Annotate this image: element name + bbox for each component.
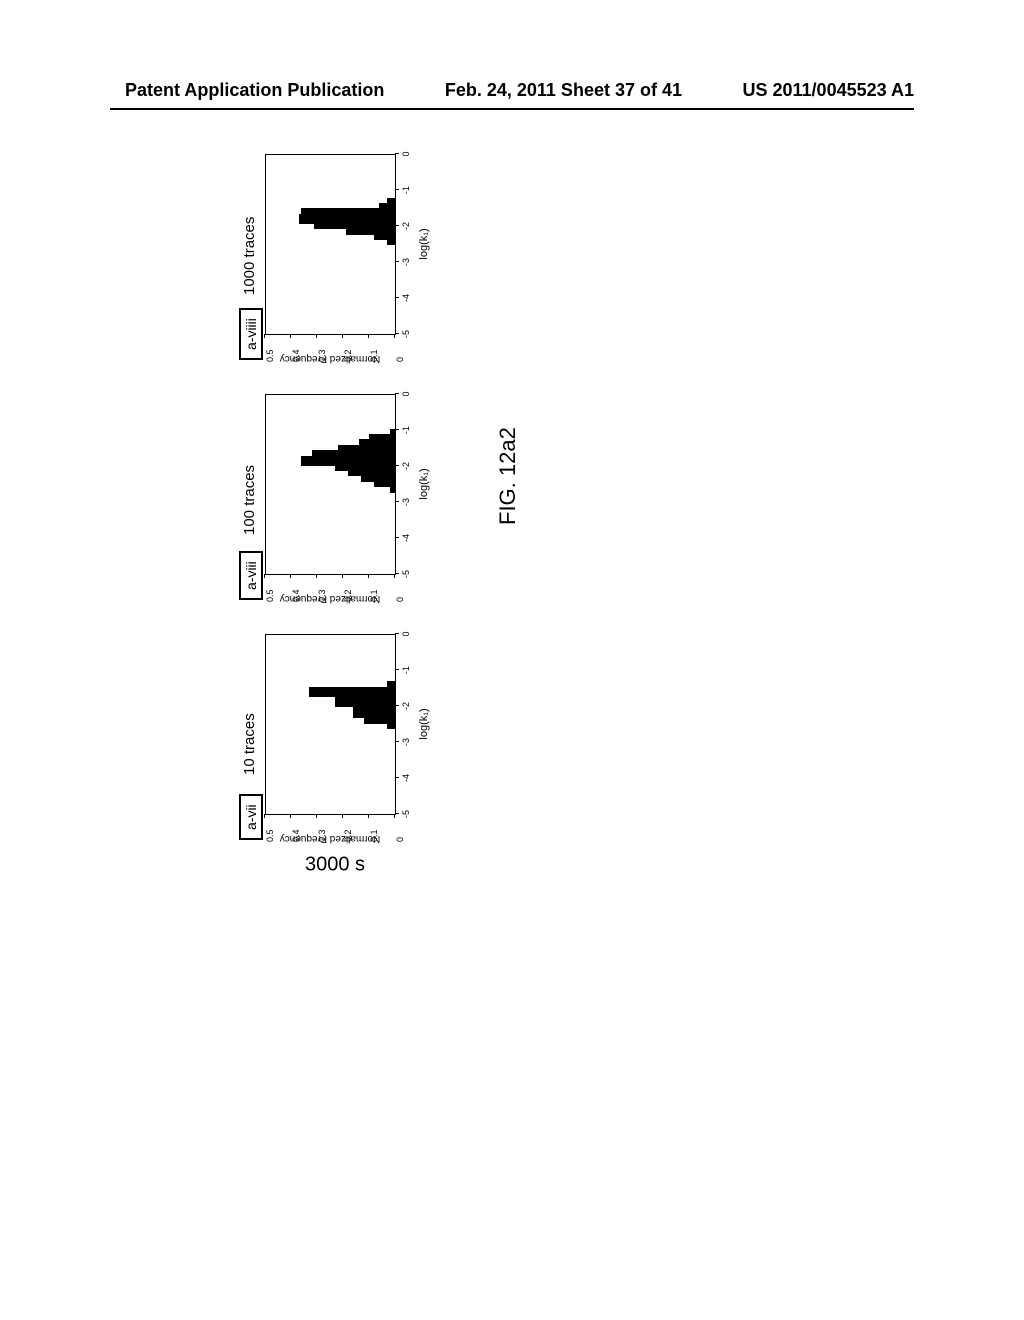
x-tick-mark <box>395 189 399 190</box>
y-axis-label: Normalized Frequency <box>280 353 381 364</box>
x-tick-label: 0 <box>401 631 411 636</box>
histogram-bar <box>387 198 395 208</box>
x-tick-mark <box>395 429 399 430</box>
y-tick-mark <box>264 814 265 818</box>
y-tick-mark <box>342 814 343 818</box>
row-time-label: 3000 s <box>305 853 365 876</box>
header-center: Feb. 24, 2011 Sheet 37 of 41 <box>445 80 682 101</box>
x-tick-label: -2 <box>401 222 411 230</box>
histogram-plot: 00.10.20.30.40.5-5-4-3-2-10Normalized Fr… <box>265 154 396 335</box>
histogram-bar <box>309 687 395 697</box>
x-axis-label: log(k₁) <box>418 468 430 499</box>
x-tick-mark <box>395 465 399 466</box>
x-tick-label: 0 <box>401 151 411 156</box>
x-tick-label: -4 <box>401 534 411 542</box>
x-tick-label: -5 <box>401 810 411 818</box>
y-tick-mark <box>368 334 369 338</box>
header-right: US 2011/0045523 A1 <box>743 80 914 101</box>
x-tick-mark <box>395 501 399 502</box>
y-tick-label: 0 <box>395 837 405 842</box>
histogram-bar <box>387 681 395 691</box>
x-tick-mark <box>395 633 399 634</box>
panel-row: a-vii10 traces00.10.20.30.40.5-5-4-3-2-1… <box>245 105 435 845</box>
y-axis-label: Normalized Frequency <box>280 833 381 844</box>
y-tick-mark <box>264 574 265 578</box>
panel-title: 10 traces <box>241 713 258 775</box>
x-tick-mark <box>395 741 399 742</box>
y-tick-mark <box>342 574 343 578</box>
x-tick-label: -4 <box>401 294 411 302</box>
figure-caption: FIG. 12a2 <box>495 427 521 525</box>
x-tick-mark <box>395 573 399 574</box>
x-tick-label: -3 <box>401 498 411 506</box>
y-tick-mark <box>368 574 369 578</box>
x-tick-label: -2 <box>401 462 411 470</box>
x-tick-mark <box>395 393 399 394</box>
header-divider <box>110 108 914 110</box>
x-tick-mark <box>395 153 399 154</box>
x-tick-mark <box>395 225 399 226</box>
page-header: Patent Application Publication Feb. 24, … <box>0 80 1024 101</box>
plot-frame <box>265 634 395 814</box>
x-tick-label: -3 <box>401 258 411 266</box>
x-tick-label: -4 <box>401 774 411 782</box>
panel-title: 100 traces <box>241 465 258 535</box>
panel-id-box: a-viii <box>239 551 263 600</box>
x-tick-mark <box>395 333 399 334</box>
y-axis-label: Normalized Frequency <box>280 593 381 604</box>
histogram-panel: a-vii10 traces00.10.20.30.40.5-5-4-3-2-1… <box>245 615 435 845</box>
x-axis-label: log(k₁) <box>418 708 430 739</box>
x-tick-label: -2 <box>401 702 411 710</box>
plot-frame <box>265 154 395 334</box>
y-tick-mark <box>394 574 395 578</box>
x-axis-label: log(k₁) <box>418 228 430 259</box>
histogram-panel: a-viii100 traces00.10.20.30.40.5-5-4-3-2… <box>245 375 435 605</box>
x-tick-mark <box>395 261 399 262</box>
panel-id-box: a-vii <box>239 794 263 840</box>
y-tick-label: 0 <box>395 597 405 602</box>
x-tick-mark <box>395 669 399 670</box>
y-tick-mark <box>316 574 317 578</box>
x-tick-label: -3 <box>401 738 411 746</box>
x-tick-mark <box>395 297 399 298</box>
y-tick-mark <box>316 334 317 338</box>
x-tick-label: -1 <box>401 666 411 674</box>
histogram-plot: 00.10.20.30.40.5-5-4-3-2-10Normalized Fr… <box>265 394 396 575</box>
panel-title: 1000 traces <box>241 217 258 295</box>
y-tick-mark <box>342 334 343 338</box>
x-tick-label: -5 <box>401 570 411 578</box>
y-tick-mark <box>394 334 395 338</box>
histogram-plot: 00.10.20.30.40.5-5-4-3-2-10Normalized Fr… <box>265 634 396 815</box>
x-tick-label: -1 <box>401 186 411 194</box>
y-tick-mark <box>290 334 291 338</box>
y-tick-mark <box>394 814 395 818</box>
histogram-bar <box>390 429 395 439</box>
x-tick-label: 0 <box>401 391 411 396</box>
x-tick-mark <box>395 705 399 706</box>
x-tick-mark <box>395 777 399 778</box>
y-tick-mark <box>290 574 291 578</box>
x-tick-label: -1 <box>401 426 411 434</box>
y-tick-mark <box>264 334 265 338</box>
y-tick-mark <box>368 814 369 818</box>
figure-area: 3000 s a-vii10 traces00.10.20.30.40.5-5-… <box>105 135 565 835</box>
y-tick-label: 0.5 <box>265 589 275 602</box>
panel-id-box: a-viiii <box>239 308 263 360</box>
x-tick-mark <box>395 813 399 814</box>
y-tick-label: 0.5 <box>265 349 275 362</box>
header-left: Patent Application Publication <box>125 80 384 101</box>
y-tick-mark <box>316 814 317 818</box>
y-tick-label: 0 <box>395 357 405 362</box>
x-tick-mark <box>395 537 399 538</box>
rotated-figure: 3000 s a-vii10 traces00.10.20.30.40.5-5-… <box>105 135 565 835</box>
y-tick-label: 0.5 <box>265 829 275 842</box>
y-tick-mark <box>290 814 291 818</box>
histogram-panel: a-viiii1000 traces00.10.20.30.40.5-5-4-3… <box>245 135 435 365</box>
x-tick-label: -5 <box>401 330 411 338</box>
